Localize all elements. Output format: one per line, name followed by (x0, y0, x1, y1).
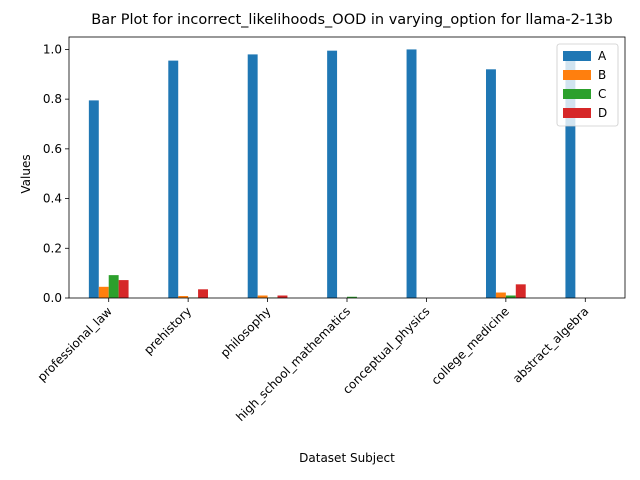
legend-swatch-d (563, 108, 591, 118)
bar-c-college_medicine (505, 295, 516, 298)
bar-d-college_medicine (515, 284, 526, 298)
x-tick-label: abstract_algebra (510, 304, 591, 385)
y-tick-label: 0.2 (43, 241, 62, 255)
legend-box (556, 43, 619, 127)
legend-swatch-c (563, 89, 591, 99)
y-tick-label: 1.0 (43, 42, 62, 56)
y-axis-label: Values (19, 154, 33, 193)
y-axis-ticks: 0.0 0.2 0.4 0.6 0.8 1.0 (43, 42, 69, 305)
bars-group (88, 49, 576, 299)
chart-title: Bar Plot for incorrect_likelihoods_OOD i… (91, 12, 612, 28)
legend-label-a: A (598, 49, 607, 63)
y-tick-label: 0.4 (43, 192, 62, 206)
x-tick-label: prehistory (141, 304, 194, 357)
y-tick-label: 0.8 (43, 92, 62, 106)
legend-label-d: D (598, 106, 607, 120)
x-tick-label: professional_law (35, 304, 115, 384)
bar-b-philosophy (257, 295, 268, 298)
bar-a-prehistory (168, 60, 179, 298)
plot-frame (68, 36, 626, 299)
x-tick-label: college_medicine (429, 304, 512, 387)
bar-c-high_school_mathematics (347, 296, 357, 298)
bar-b-prehistory (178, 296, 189, 298)
legend-swatch-b (563, 70, 591, 80)
y-tick-label: 0.0 (43, 291, 62, 305)
bar-d-philosophy (277, 295, 288, 298)
bar-a-high_school_mathematics (327, 50, 338, 298)
legend-swatch-a (563, 51, 591, 61)
bar-a-conceptual_physics (406, 49, 417, 299)
bar-a-philosophy (247, 54, 258, 299)
x-axis-label: Dataset Subject (299, 451, 395, 465)
legend-label-c: C (598, 87, 606, 101)
legend-label-b: B (598, 68, 606, 82)
bar-a-college_medicine (486, 69, 496, 298)
bar-b-college_medicine (495, 292, 506, 298)
bar-b-professional_law (98, 286, 109, 298)
bar-a-professional_law (88, 100, 99, 298)
bar-c-professional_law (108, 275, 119, 298)
bar-a-abstract_algebra (565, 59, 576, 299)
x-axis-ticks: professional_law prehistory philosophyhigh… (35, 298, 591, 424)
y-tick-label: 0.6 (43, 142, 62, 156)
x-tick-label: conceptual_physics (340, 304, 433, 397)
x-tick-label: philosophy (218, 304, 274, 360)
bar-d-prehistory (198, 289, 208, 298)
bar-d-professional_law (118, 280, 129, 298)
